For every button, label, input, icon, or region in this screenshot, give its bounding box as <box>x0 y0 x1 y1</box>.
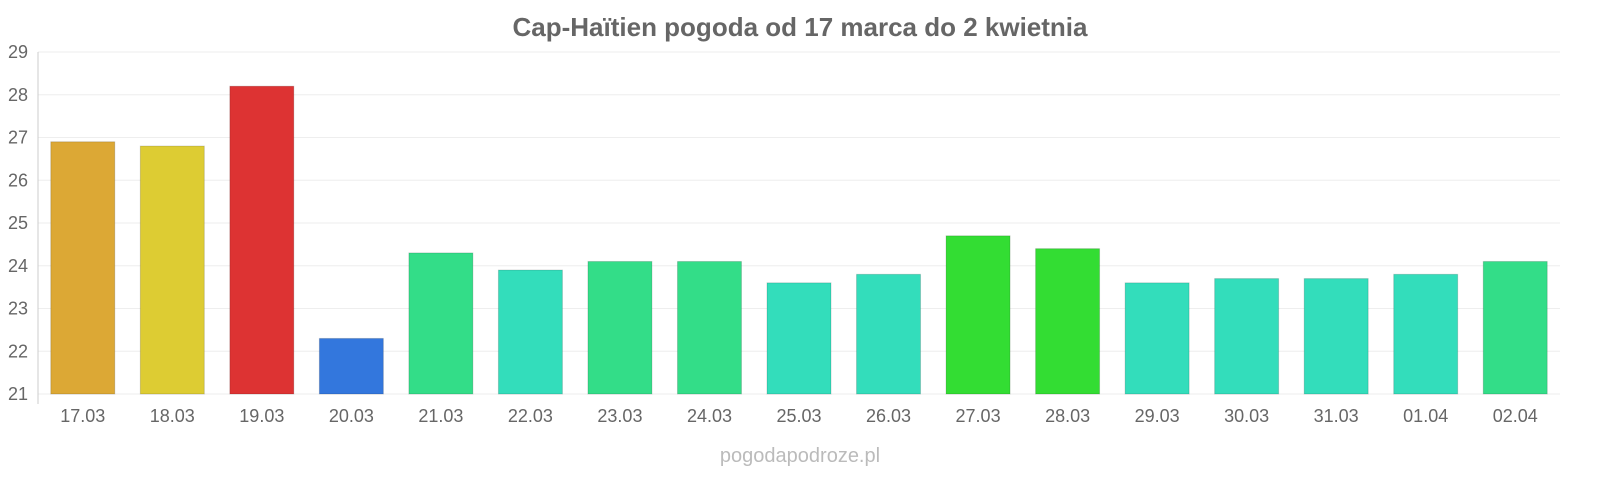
x-tick-label: 18.03 <box>150 406 195 426</box>
bar-22.03 <box>497 269 563 395</box>
bar-01.04 <box>1393 273 1459 395</box>
bar-17.03 <box>50 141 116 395</box>
x-tick-label: 23.03 <box>597 406 642 426</box>
x-tick-label: 29.03 <box>1135 406 1180 426</box>
bar-30.03 <box>1214 278 1280 395</box>
bar-26.03 <box>856 273 922 395</box>
x-tick-label: 19.03 <box>239 406 284 426</box>
bar-31.03 <box>1303 278 1369 395</box>
x-tick-label: 27.03 <box>956 406 1001 426</box>
y-tick-label: 22 <box>8 341 28 361</box>
bar-25.03 <box>766 282 832 395</box>
watermark: pogodapodroze.pl <box>720 445 880 467</box>
bar-24.03 <box>676 260 742 395</box>
bar-02.04 <box>1482 260 1548 395</box>
bar-28.03 <box>1035 248 1101 395</box>
x-tick-label: 26.03 <box>866 406 911 426</box>
y-tick-label: 24 <box>8 256 28 276</box>
y-tick-label: 23 <box>8 299 28 319</box>
x-tick-label: 02.04 <box>1493 406 1538 426</box>
chart-title: Cap-Haïtien pogoda od 17 marca do 2 kwie… <box>512 12 1088 42</box>
x-tick-label: 30.03 <box>1224 406 1269 426</box>
bar-23.03 <box>587 260 653 395</box>
y-tick-label: 27 <box>8 128 28 148</box>
y-tick-label: 25 <box>8 213 28 233</box>
y-tick-label: 26 <box>8 170 28 190</box>
x-tick-label: 20.03 <box>329 406 374 426</box>
bar-19.03 <box>229 85 295 395</box>
x-tick-label: 24.03 <box>687 406 732 426</box>
x-tick-label: 01.04 <box>1403 406 1448 426</box>
x-tick-label: 31.03 <box>1314 406 1359 426</box>
y-tick-label: 29 <box>8 42 28 62</box>
bar-20.03 <box>318 337 384 395</box>
x-tick-label: 28.03 <box>1045 406 1090 426</box>
x-tick-label: 21.03 <box>418 406 463 426</box>
bar-27.03 <box>945 235 1011 395</box>
x-tick-label: 25.03 <box>776 406 821 426</box>
y-tick-label: 21 <box>8 384 28 404</box>
bar-29.03 <box>1124 282 1190 395</box>
x-tick-label: 17.03 <box>60 406 105 426</box>
y-tick-label: 28 <box>8 85 28 105</box>
bar-21.03 <box>408 252 474 395</box>
x-tick-label: 22.03 <box>508 406 553 426</box>
bar-18.03 <box>139 145 205 395</box>
